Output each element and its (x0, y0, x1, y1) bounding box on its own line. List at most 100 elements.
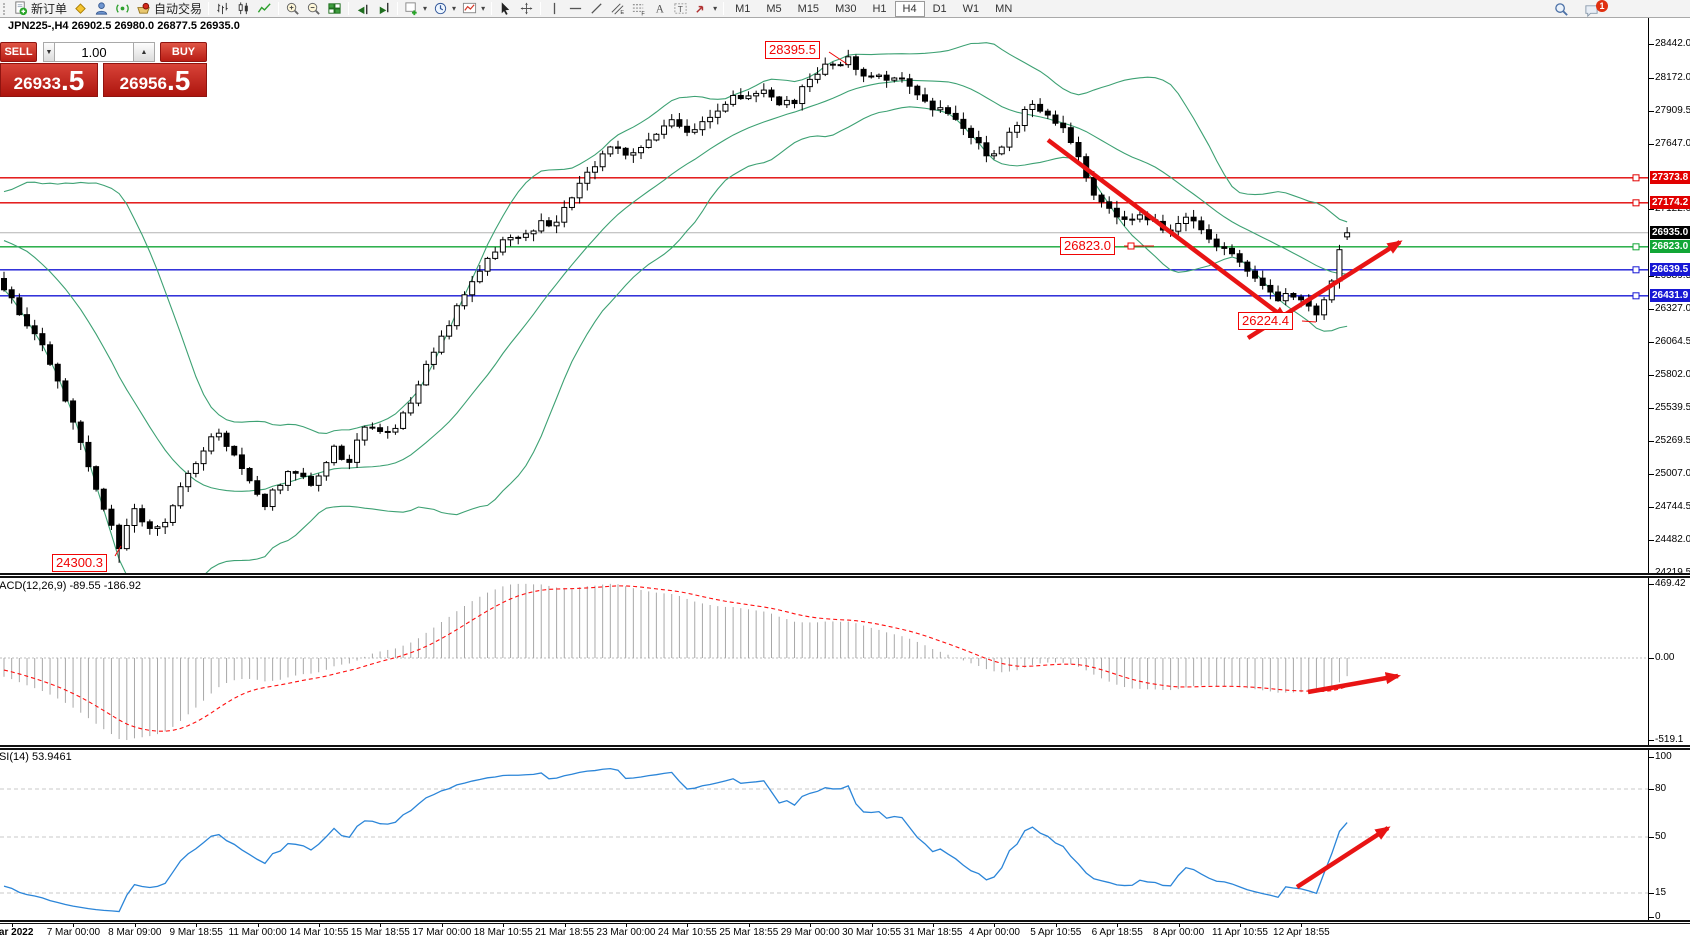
tf-button-H4[interactable]: H4 (894, 0, 925, 17)
axis-tick-mark (1649, 110, 1654, 112)
timeframe-bar: M1 M5 M15 M30 H1 H4 D1 W1 MN (727, 0, 1020, 17)
volume-increase-button[interactable]: ▲ (134, 42, 155, 62)
toolbar-separator (348, 2, 350, 15)
pane-separator[interactable] (0, 745, 1690, 750)
pane-separator[interactable] (0, 573, 1690, 578)
arrows-dropdown[interactable]: ▾ (691, 1, 720, 17)
svg-text:F: F (641, 12, 645, 16)
auto-trading-button[interactable]: 自动交易 (133, 1, 205, 17)
axis-tick-mark (1649, 276, 1654, 278)
new-order-button[interactable]: 新订单 (10, 1, 70, 17)
price-tick-label: 469.42 (1655, 577, 1686, 589)
time-tick-label: 18 Mar 10:55 (473, 927, 533, 938)
person-icon (95, 2, 108, 15)
tf-button-M1[interactable]: M1 (735, 2, 751, 15)
axis-tick-mark (1649, 917, 1654, 918)
tf-button-M15[interactable]: M15 (797, 2, 820, 15)
text-label-tool[interactable]: T (670, 1, 691, 17)
tf-button-D1[interactable]: D1 (932, 2, 947, 15)
shapes-arrow-icon (696, 5, 704, 13)
market-watch-button[interactable] (70, 1, 91, 17)
axis-tick-mark (1649, 757, 1654, 758)
pane-separator[interactable] (0, 920, 1690, 924)
axis-tick-mark (1649, 77, 1654, 79)
chat-button[interactable]: 1 (1581, 0, 1608, 18)
toolbar-separator (397, 2, 399, 15)
text-tool[interactable]: A (649, 1, 670, 17)
time-tick-label: 4 Apr 00:00 (968, 927, 1020, 938)
time-tick-mark (687, 924, 689, 927)
signals-button[interactable] (112, 1, 133, 17)
time-tick-mark (1117, 924, 1119, 927)
axis-tick-mark (1649, 658, 1654, 659)
price-tick-label: 0.00 (1655, 652, 1675, 663)
zoom-out-icon (307, 2, 320, 15)
vertical-line-tool[interactable] (544, 1, 565, 17)
line-chart-icon (257, 3, 271, 13)
tile-windows-button[interactable] (324, 1, 345, 17)
search-button[interactable] (1551, 1, 1572, 17)
horizontal-line-tool[interactable] (565, 1, 586, 17)
cursor-icon (501, 2, 510, 15)
equidistant-channel-icon: E (611, 3, 624, 16)
buy-button[interactable]: BUY (160, 42, 207, 62)
sell-price-tile[interactable]: 26933.5 (0, 63, 98, 97)
bar-chart-button[interactable] (212, 1, 233, 17)
price-axis[interactable]: 28442.028172.027909.527647.027122.026589… (1648, 17, 1690, 922)
time-tick-label: 23 Mar 00:00 (596, 927, 656, 938)
price-annotation[interactable]: 26823.0 (1060, 237, 1115, 255)
price-badge: 27174.2 (1650, 195, 1690, 209)
auto-scroll-button[interactable] (352, 1, 373, 17)
axis-tick-mark (1649, 44, 1654, 45)
price-tick-label: 0 (1655, 911, 1661, 922)
sell-button[interactable]: SELL (0, 42, 37, 62)
crosshair-icon (520, 2, 533, 15)
cursor-tool[interactable] (495, 1, 516, 17)
chart-shift-button[interactable] (373, 1, 394, 17)
zoom-out-button[interactable] (303, 1, 324, 17)
accounts-button[interactable] (91, 1, 112, 17)
volume-decrease-button[interactable]: ▼ (43, 42, 54, 62)
crosshair-tool[interactable] (516, 1, 537, 17)
time-tick-mark (994, 924, 996, 927)
tf-button-H1[interactable]: H1 (872, 2, 887, 15)
time-axis[interactable]: Mar 2022 7 Mar 00:00 8 Mar 09:00 9 Mar 18:5… (0, 924, 1690, 939)
toolbar-grip[interactable] (3, 2, 7, 15)
template-chart-icon (463, 2, 477, 14)
axis-tick-mark (1649, 407, 1654, 409)
price-annotation[interactable]: 26224.4 (1238, 312, 1293, 330)
trendline-tool[interactable] (586, 1, 607, 17)
volume-input[interactable]: 1.00 (54, 42, 134, 62)
time-tick-label: 8 Mar 09:00 (108, 927, 162, 938)
tf-button-M30[interactable]: M30 (835, 2, 857, 15)
time-tick-label: 7 Mar 00:00 (46, 927, 101, 938)
periods-dropdown[interactable]: ▾ (430, 1, 459, 17)
tf-button-W1[interactable]: W1 (962, 2, 980, 15)
price-annotation[interactable]: 24300.3 (52, 554, 107, 572)
time-tick-label: 12 Apr 18:55 (1273, 927, 1330, 938)
time-tick-mark (564, 924, 566, 927)
line-chart-button[interactable] (254, 1, 275, 17)
time-tick-mark (1178, 924, 1180, 927)
axis-tick-mark (1649, 341, 1654, 343)
time-tick-mark (748, 924, 750, 927)
axis-tick-mark (1649, 893, 1654, 894)
price-annotation[interactable]: 28395.5 (765, 41, 820, 59)
tf-button-MN[interactable]: MN (995, 2, 1013, 15)
price-tick-label: 24744.5 (1655, 501, 1690, 513)
price-tick-label: 25007.0 (1655, 468, 1690, 480)
price-tick-label: 27647.0 (1655, 137, 1690, 149)
buy-price-tile[interactable]: 26956.5 (103, 63, 207, 97)
channel-tool[interactable]: E (607, 1, 628, 17)
macd-title: MACD(12,26,9) -89.55 -186.92 (0, 580, 142, 592)
candlestick-chart-button[interactable] (233, 1, 254, 17)
time-tick-label: 6 Apr 18:55 (1091, 927, 1143, 938)
fibonacci-tool[interactable]: F (628, 1, 649, 17)
templates-dropdown[interactable]: ▾ (459, 1, 488, 17)
tf-button-M5[interactable]: M5 (766, 2, 782, 15)
time-tick-label: 8 Apr 00:00 (1153, 927, 1205, 938)
axis-tick-mark (1649, 540, 1654, 542)
axis-tick-mark (1649, 789, 1654, 790)
indicators-dropdown[interactable]: ▾ (401, 1, 430, 17)
zoom-in-button[interactable] (282, 1, 303, 17)
